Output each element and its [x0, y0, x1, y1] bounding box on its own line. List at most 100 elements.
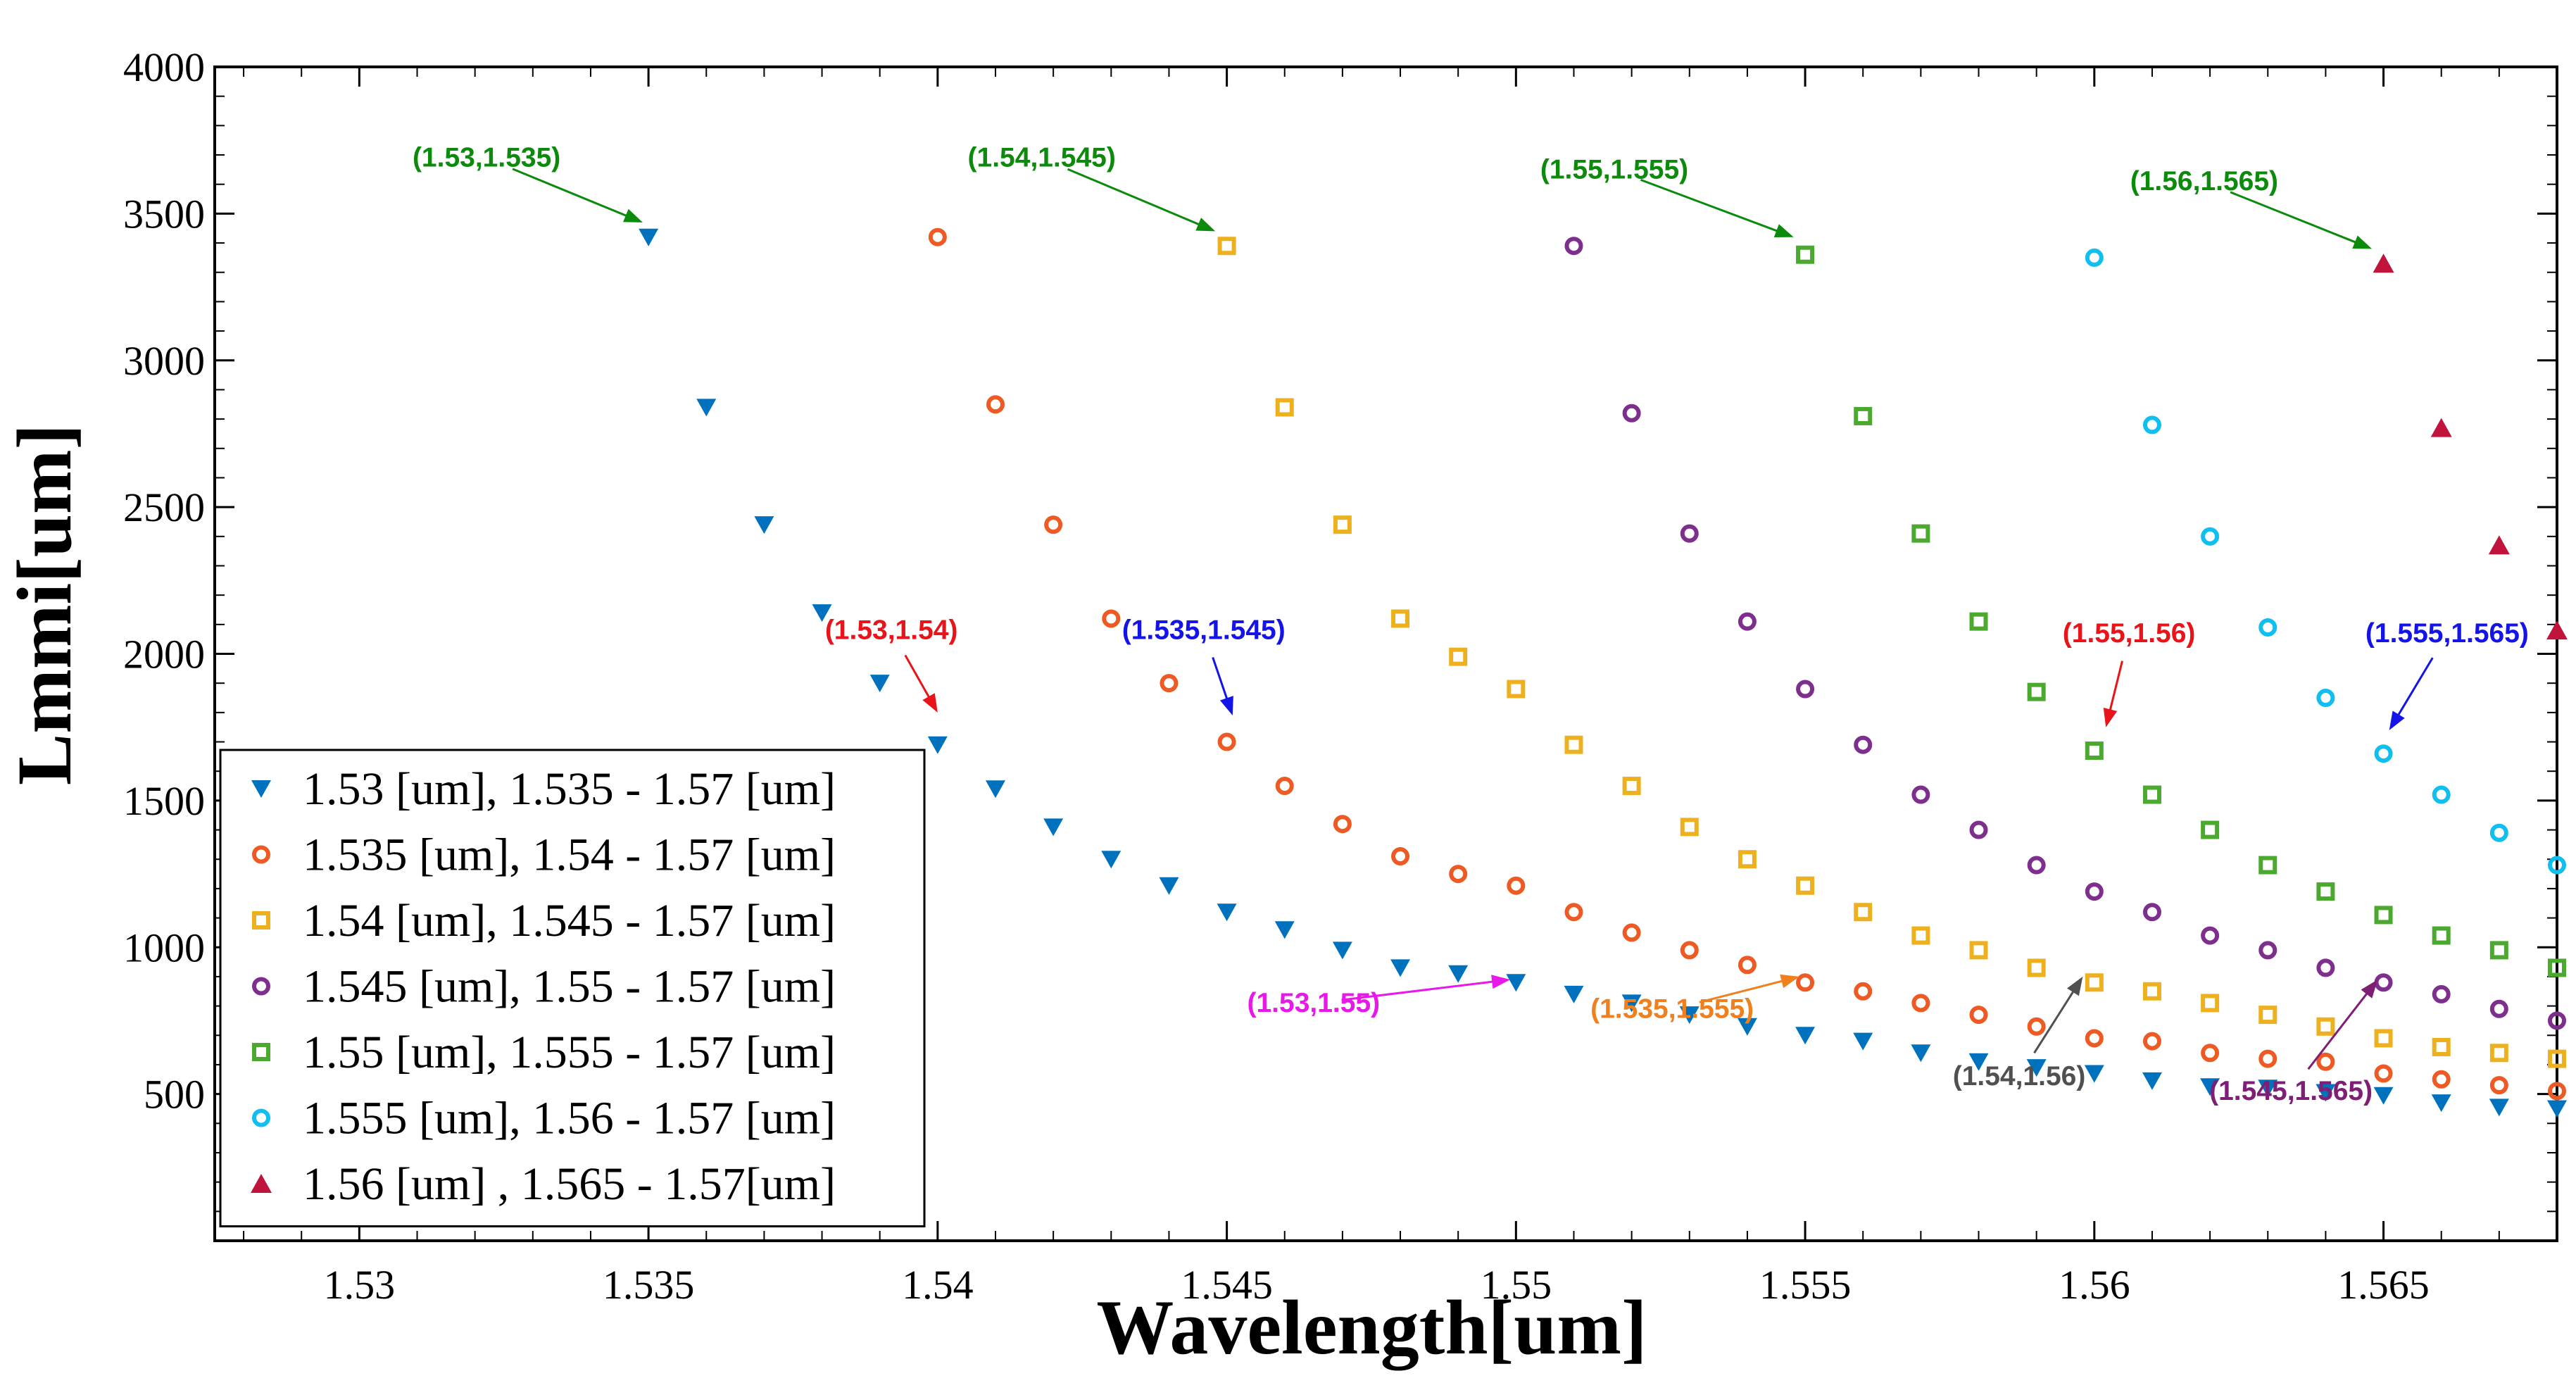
- data-point: [2142, 1072, 2162, 1090]
- data-point: [1738, 612, 1757, 631]
- data-point: [1217, 903, 1237, 922]
- data-point: [2258, 856, 2277, 875]
- legend-label: 1.55 [um], 1.555 - 1.57 [um]: [303, 1027, 836, 1078]
- data-point: [2258, 1049, 2277, 1068]
- data-point: [2026, 1059, 2047, 1077]
- data-point: [2201, 527, 2220, 546]
- data-point: [1796, 973, 1815, 992]
- data-point: [1679, 1006, 1699, 1025]
- data-point: [2316, 958, 2335, 977]
- series-2: [928, 227, 2566, 1101]
- data-point: [1391, 847, 1410, 866]
- data-point: [1564, 985, 1584, 1003]
- annotation-label: (1.53,1.54): [825, 615, 958, 646]
- legend-label: 1.53 [um], 1.535 - 1.57 [um]: [303, 763, 836, 815]
- annotation-arrow-line: [1341, 980, 1501, 1001]
- annotation-arrow-line: [904, 654, 934, 705]
- data-point: [2316, 1017, 2335, 1036]
- annotation-arrowhead: [2103, 708, 2118, 727]
- legend-marker: [251, 1174, 272, 1193]
- data-point: [2546, 620, 2568, 640]
- annotation: (1.545,1.565): [2209, 980, 2378, 1106]
- data-point: [2258, 1006, 2277, 1025]
- y-tick-label: 2500: [123, 484, 205, 530]
- annotation-arrow-line: [1067, 168, 1207, 229]
- x-axis-title: Wavelength[um]: [1096, 1284, 1647, 1370]
- data-point: [2085, 973, 2104, 992]
- annotation-arrowhead: [1773, 224, 1794, 237]
- data-point: [1911, 785, 1930, 804]
- data-point: [1738, 850, 1757, 869]
- legend-marker: [252, 1043, 270, 1061]
- data-point: [927, 736, 948, 754]
- data-point: [1274, 921, 1295, 939]
- data-point: [1564, 903, 1583, 922]
- data-point: [2085, 882, 2104, 901]
- annotation-label: (1.55,1.555): [1540, 154, 1688, 184]
- x-tick-label: 1.555: [1759, 1262, 1852, 1308]
- data-point: [1332, 941, 1352, 960]
- data-point: [2373, 254, 2394, 273]
- data-point: [639, 228, 659, 246]
- data-point: [2548, 1082, 2566, 1101]
- y-tick-label: 4000: [123, 44, 205, 90]
- annotation-arrowhead: [922, 693, 938, 713]
- data-point: [1854, 735, 1873, 754]
- annotation-label: (1.53,1.55): [1248, 988, 1381, 1018]
- data-point: [1159, 877, 1179, 895]
- data-point: [2373, 1087, 2394, 1105]
- data-point: [1854, 406, 1873, 425]
- legend-label: 1.545 [um], 1.55 - 1.57 [um]: [303, 961, 836, 1013]
- data-point: [2430, 418, 2452, 437]
- data-point: [2374, 744, 2393, 763]
- x-tick-label: 1.54: [902, 1262, 974, 1308]
- y-axis-title: Lmmi[um]: [1, 424, 87, 785]
- annotation: (1.56,1.565): [2130, 166, 2373, 249]
- data-point: [2201, 926, 2220, 945]
- data-point: [2085, 741, 2104, 761]
- legend-marker: [251, 780, 271, 798]
- data-point: [1564, 735, 1583, 754]
- data-point: [2431, 1094, 2451, 1113]
- legend-item: 1.545 [um], 1.55 - 1.57 [um]: [252, 961, 836, 1013]
- data-point: [2085, 1029, 2104, 1048]
- data-point: [754, 516, 774, 534]
- data-point: [1911, 1044, 1931, 1063]
- data-point: [1969, 612, 1988, 631]
- legend-item: 1.53 [um], 1.535 - 1.57 [um]: [251, 763, 836, 815]
- x-tick-label: 1.565: [2337, 1262, 2430, 1308]
- annotation-arrowhead: [1491, 975, 1511, 989]
- data-point: [812, 604, 832, 622]
- data-point: [928, 227, 947, 246]
- data-point: [986, 395, 1005, 414]
- series-6: [2085, 248, 2566, 875]
- data-point: [1217, 237, 1236, 256]
- annotation-arrow-line: [2393, 657, 2434, 722]
- data-point: [2489, 1099, 2509, 1117]
- data-point: [2316, 689, 2335, 708]
- x-tick-label: 1.53: [324, 1262, 396, 1308]
- data-point: [2489, 1044, 2508, 1063]
- data-point: [1622, 923, 1641, 942]
- data-point: [1795, 1027, 1816, 1045]
- data-point: [1390, 959, 1411, 977]
- data-point: [2201, 994, 2220, 1013]
- data-point: [1854, 982, 1873, 1001]
- data-point: [1449, 647, 1468, 666]
- data-point: [869, 675, 890, 693]
- data-point: [1737, 1018, 1757, 1036]
- annotation-arrow-line: [512, 168, 634, 220]
- annotation-label: (1.555,1.565): [2365, 618, 2529, 649]
- data-point: [1275, 398, 1294, 417]
- data-point: [2201, 820, 2220, 839]
- y-tick-label: 3500: [123, 191, 205, 237]
- annotation: (1.53,1.55): [1248, 975, 1511, 1018]
- data-point: [1621, 994, 1642, 1013]
- legend-item: 1.55 [um], 1.555 - 1.57 [um]: [252, 1027, 836, 1078]
- x-tick-label: 1.55: [1481, 1262, 1552, 1308]
- annotation: (1.535,1.545): [1122, 615, 1286, 716]
- annotation-label: (1.55,1.56): [2063, 618, 2196, 649]
- data-point: [2548, 1049, 2566, 1068]
- data-point: [1680, 941, 1699, 960]
